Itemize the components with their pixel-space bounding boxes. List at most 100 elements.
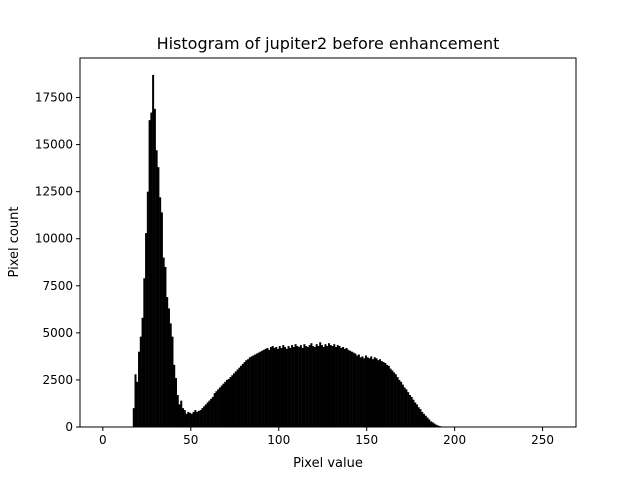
histogram-bar: [363, 358, 365, 427]
histogram-bar: [358, 355, 360, 427]
histogram-bar: [414, 403, 416, 427]
histogram-bar: [163, 258, 165, 427]
histogram-bar: [303, 344, 305, 427]
histogram-bar: [419, 409, 421, 427]
histogram-bar: [296, 346, 298, 427]
histogram-bar: [384, 363, 386, 427]
histogram-bar: [212, 397, 214, 427]
y-axis-label: Pixel count: [7, 207, 22, 278]
histogram-bar: [275, 347, 277, 427]
histogram-bar: [147, 192, 149, 427]
histogram-bar: [157, 167, 159, 427]
histogram-bar: [251, 356, 253, 427]
histogram-bar: [182, 408, 184, 427]
histogram-bar: [416, 404, 418, 427]
histogram-bar: [210, 399, 212, 427]
histogram-bar: [273, 348, 275, 427]
histogram-bar: [291, 345, 293, 427]
histogram-bar: [221, 386, 223, 427]
histogram-bar: [261, 351, 263, 427]
histogram-bar: [191, 414, 193, 427]
histogram-bar: [231, 375, 233, 427]
histogram-bar: [353, 353, 355, 427]
histogram-bar: [240, 366, 242, 427]
histogram-bar: [310, 343, 312, 427]
histogram-bar: [140, 337, 142, 427]
histogram-bar: [200, 410, 202, 427]
y-tick-label: 10000: [35, 232, 73, 246]
histogram-bar: [138, 352, 140, 427]
histogram-bar: [365, 355, 367, 427]
histogram-bar: [312, 346, 314, 427]
histogram-bar: [263, 350, 265, 427]
histogram-bar: [390, 369, 392, 427]
histogram-bar: [347, 350, 349, 427]
histogram-bar: [427, 418, 429, 427]
histogram-bar: [219, 387, 221, 427]
y-tick-label: 2500: [42, 373, 73, 387]
histogram-bar: [295, 344, 297, 427]
histogram-bar: [189, 413, 191, 427]
histogram-bar: [203, 406, 205, 427]
histogram-bar: [405, 389, 407, 427]
histogram-bar: [344, 349, 346, 427]
histogram-bar: [317, 346, 319, 427]
y-tick-label: 15000: [35, 138, 73, 152]
histogram-bar: [154, 109, 156, 427]
histogram-bar: [237, 370, 239, 427]
histogram-bar: [428, 419, 430, 427]
histogram-bar: [340, 348, 342, 427]
histogram-bar: [245, 360, 247, 427]
histogram-bar: [398, 380, 400, 427]
histogram-bar: [173, 365, 175, 427]
histogram-bar: [284, 347, 286, 427]
histogram-bar: [238, 368, 240, 427]
histogram-bar: [346, 348, 348, 427]
histogram-bar: [330, 345, 332, 427]
histogram-bar: [279, 346, 281, 427]
histogram-bar: [395, 374, 397, 427]
histogram-bar: [152, 75, 154, 427]
histogram-bar: [375, 358, 377, 427]
histogram-bar: [293, 347, 295, 427]
histogram-bar: [288, 346, 290, 427]
histogram-bar: [425, 416, 427, 427]
histogram-bar: [302, 348, 304, 427]
histogram-bar: [259, 352, 261, 427]
x-tick-label: 100: [267, 433, 290, 447]
histogram-bar: [381, 361, 383, 427]
histogram-bar: [149, 120, 151, 427]
histogram-bar: [328, 343, 330, 427]
x-tick-label: 150: [355, 433, 378, 447]
histogram-bar: [307, 347, 309, 427]
histogram-bar: [198, 411, 200, 427]
x-tick-label: 200: [443, 433, 466, 447]
histogram-bar: [226, 380, 228, 427]
histogram-bar: [235, 371, 237, 427]
x-tick-label: 50: [183, 433, 198, 447]
histogram-bar: [179, 404, 181, 427]
histogram-bar: [145, 233, 147, 427]
histogram-bar: [368, 358, 370, 427]
histogram-bar: [143, 278, 145, 427]
histogram-bar: [133, 408, 135, 427]
histogram-bar: [319, 342, 321, 427]
histogram-bar: [286, 349, 288, 427]
histogram-bar: [247, 359, 249, 427]
histogram-bar: [370, 356, 372, 427]
histogram-bar: [339, 346, 341, 427]
histogram-bar: [356, 355, 358, 427]
histogram-bar: [268, 350, 270, 427]
y-tick-label: 7500: [42, 279, 73, 293]
histogram-bar: [150, 113, 152, 427]
histogram-bar: [309, 345, 311, 427]
histogram-bar: [166, 297, 168, 427]
histogram-bar: [224, 382, 226, 427]
histogram-bar: [214, 393, 216, 427]
histogram-bar: [423, 414, 425, 427]
histogram-bar: [168, 308, 170, 427]
histogram-bar: [342, 347, 344, 427]
histogram-bar: [372, 359, 374, 427]
histogram-bar: [244, 362, 246, 427]
